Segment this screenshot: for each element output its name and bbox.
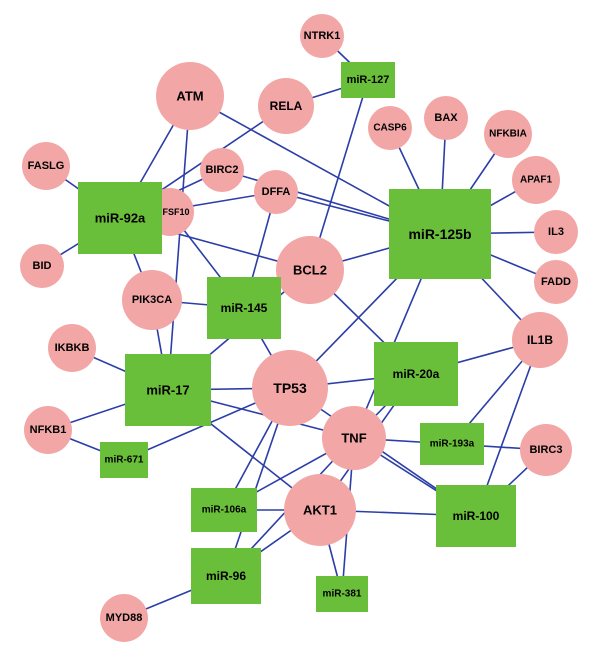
mir-node-mir-106a: miR-106a [191,488,257,532]
mir-node-mir-145: miR-145 [207,277,281,339]
mir-shape [191,488,257,532]
mir-shape [207,277,281,339]
gene-node-ikbkb: IKBKB [48,324,96,372]
gene-node-atm: ATM [156,62,224,130]
gene-node-apaf1: APAF1 [512,156,560,204]
gene-node-faslg: FASLG [22,142,70,190]
gene-node-pik3ca: PIK3CA [122,270,182,330]
gene-shape [322,406,386,470]
gene-node-tnf: TNF [322,406,386,470]
gene-shape [512,312,568,368]
mir-shape [125,354,211,426]
gene-shape [48,324,96,372]
gene-shape [512,156,560,204]
gene-shape [24,406,72,454]
mir-node-mir-20a: miR-20a [374,342,458,406]
gene-node-dffa: DFFA [254,170,298,214]
gene-node-birc2: BIRC2 [200,148,244,192]
mir-shape [100,442,148,478]
gene-node-bcl2: BCL2 [276,236,344,304]
mir-shape [389,189,491,279]
mir-node-mir-92a: miR-92a [78,182,162,254]
gene-node-myd88: MYD88 [100,594,148,642]
mir-node-mir-127: miR-127 [341,62,395,98]
gene-shape [484,110,532,158]
mir-shape [191,548,261,604]
mir-shape [420,423,484,465]
gene-shape [300,14,344,58]
mir-shape [374,342,458,406]
mir-node-mir-671: miR-671 [100,442,148,478]
mir-node-mir-381: miR-381 [316,576,368,612]
gene-shape [284,474,356,546]
gene-node-rela: RELA [258,78,314,134]
mir-node-mir-193a: miR-193a [420,423,484,465]
gene-node-il1b: IL1B [512,312,568,368]
gene-node-ntrk1: NTRK1 [300,14,344,58]
gene-node-casp6: CASP6 [368,106,412,150]
gene-node-bax: BAX [424,96,468,140]
nodes-layer: NTRK1 ATM RELA miR-127 CASP6 BAX NFKBIA FASLG BI… [20,14,578,642]
mir-node-mir-100: miR-100 [436,485,516,547]
gene-shape [534,210,578,254]
mir-shape [436,485,516,547]
gene-shape [22,142,70,190]
gene-node-nfkb1: NFKB1 [24,406,72,454]
gene-shape [20,244,64,288]
gene-node-tp53: TP53 [252,350,328,426]
gene-node-bid: BID [20,244,64,288]
gene-shape [122,270,182,330]
mir-node-mir-125b: miR-125b [389,189,491,279]
gene-shape [520,424,572,476]
gene-shape [276,236,344,304]
gene-shape [254,170,298,214]
mir-node-mir-96: miR-96 [191,548,261,604]
gene-shape [252,350,328,426]
gene-shape [258,78,314,134]
edge [168,96,190,390]
mir-node-mir-17: miR-17 [125,354,211,426]
gene-shape [200,148,244,192]
gene-node-akt1: AKT1 [284,474,356,546]
gene-shape [156,62,224,130]
gene-shape [368,106,412,150]
gene-node-birc3: BIRC3 [520,424,572,476]
gene-shape [100,594,148,642]
mir-shape [341,62,395,98]
mir-shape [78,182,162,254]
gene-node-fadd: FADD [534,260,578,304]
mir-shape [316,576,368,612]
gene-node-nfkbia: NFKBIA [484,110,532,158]
gene-shape [424,96,468,140]
gene-node-il3: IL3 [534,210,578,254]
network-diagram: NTRK1 ATM RELA miR-127 CASP6 BAX NFKBIA FASLG BI… [0,0,600,658]
gene-shape [534,260,578,304]
